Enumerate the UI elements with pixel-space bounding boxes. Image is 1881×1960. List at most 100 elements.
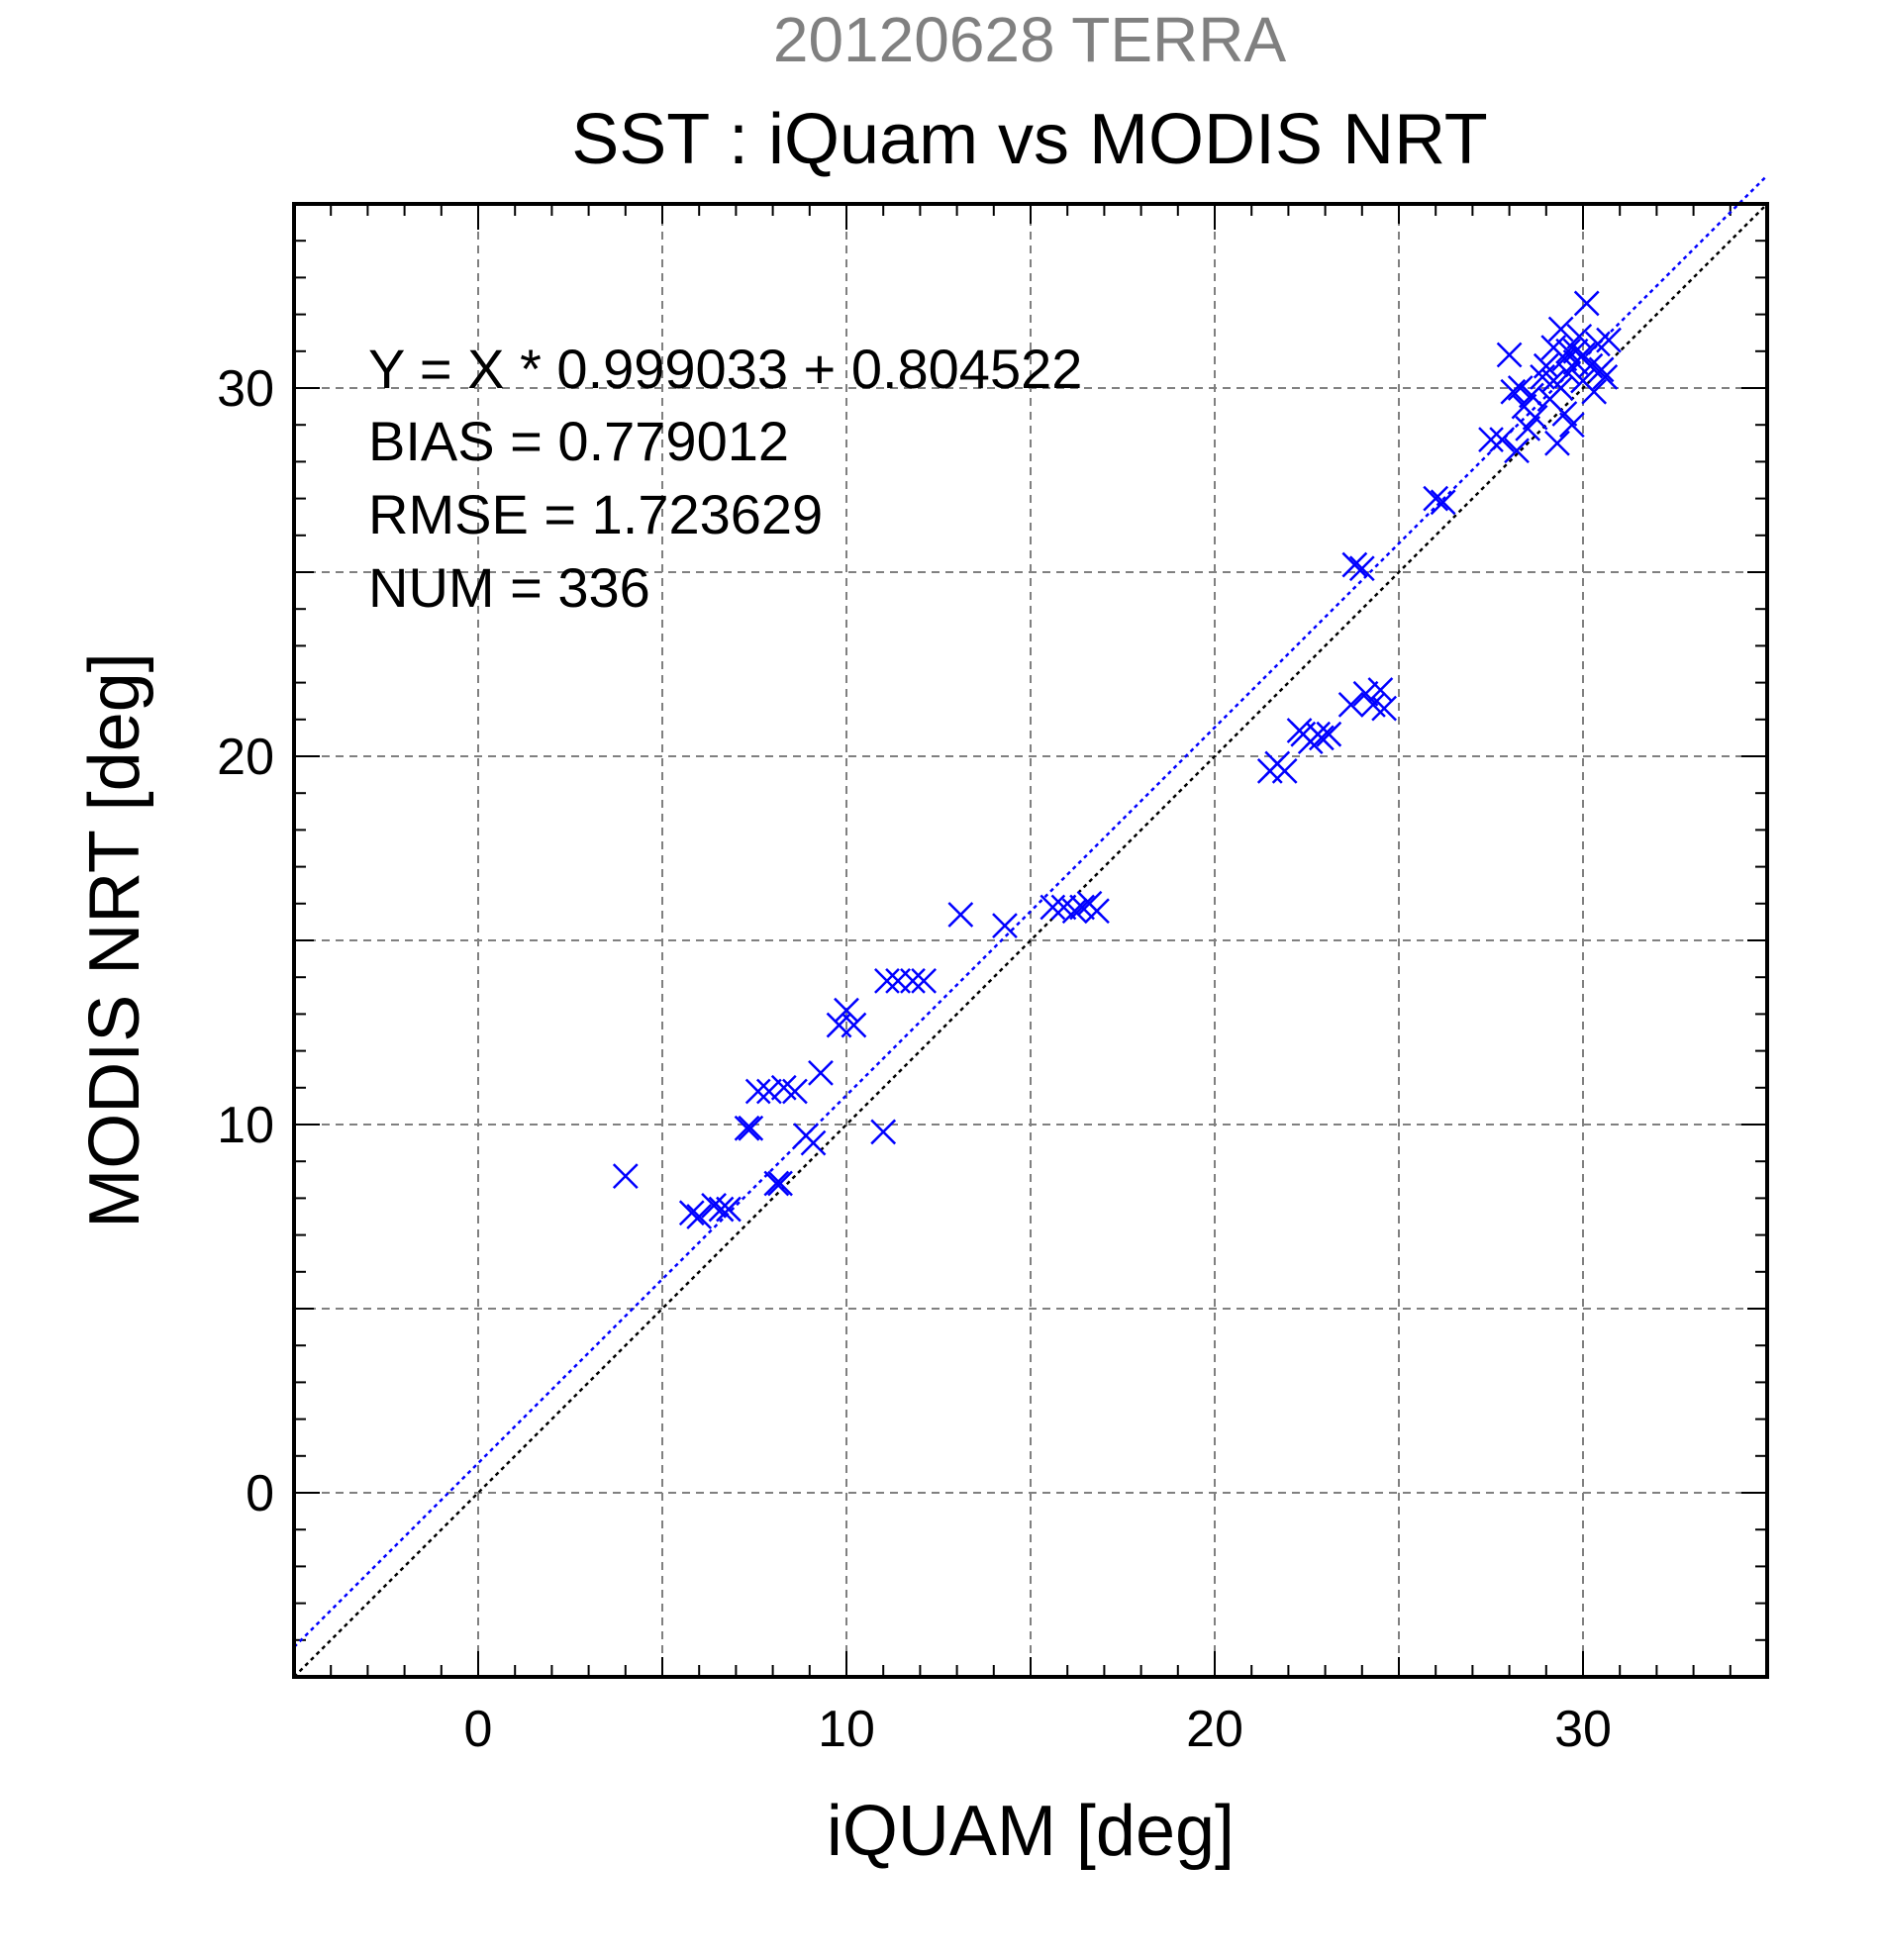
stats-num: NUM = 336	[368, 556, 650, 619]
data-point-stroke	[1069, 894, 1095, 921]
stats-bias: BIAS = 0.779012	[368, 410, 789, 472]
data-point-stroke	[1337, 692, 1364, 718]
data-point-stroke	[911, 968, 938, 994]
data-point	[1496, 342, 1523, 368]
data-point-stroke	[870, 1119, 897, 1145]
data-point	[1061, 898, 1088, 925]
data-point	[686, 1204, 713, 1229]
data-point	[1596, 327, 1622, 353]
data-point	[1581, 378, 1608, 405]
data-point	[1500, 378, 1527, 405]
plot-frame	[292, 202, 1769, 1679]
data-point-stroke	[947, 902, 974, 928]
data-point-stroke	[716, 1196, 742, 1223]
data-point-stroke	[1522, 404, 1548, 431]
data-point	[1348, 555, 1375, 582]
data-point	[1271, 757, 1298, 784]
data-point-stroke	[755, 1078, 782, 1105]
data-point	[767, 1170, 793, 1197]
y-tick-label: 0	[246, 1465, 274, 1522]
data-point	[841, 1012, 867, 1038]
data-point-stroke	[874, 968, 900, 994]
data-point	[1588, 356, 1615, 383]
data-point	[1084, 898, 1110, 925]
data-point	[1533, 352, 1559, 379]
y-tick-label: 10	[217, 1097, 274, 1154]
data-point-stroke	[767, 1170, 793, 1197]
data-point-stroke	[1515, 416, 1541, 441]
data-point-stroke	[1423, 485, 1449, 512]
data-point-stroke	[1316, 721, 1342, 747]
data-points	[612, 290, 1622, 1229]
data-point-stroke	[1533, 352, 1559, 379]
data-point-stroke	[1348, 555, 1375, 582]
data-point	[900, 968, 926, 994]
data-point-stroke	[708, 1196, 735, 1223]
data-point	[1547, 316, 1574, 343]
data-point	[947, 902, 974, 928]
data-point-stroke	[1562, 338, 1589, 364]
data-point-stroke	[763, 1170, 790, 1197]
y-tick-label: 20	[217, 729, 274, 786]
grid	[294, 204, 1767, 1677]
stats-rmse: RMSE = 1.723629	[368, 483, 823, 545]
data-point	[1573, 290, 1600, 317]
data-point	[678, 1200, 705, 1226]
data-point	[870, 1119, 897, 1145]
data-point	[755, 1078, 782, 1105]
data-point-stroke	[1555, 360, 1582, 387]
data-point-stroke	[1551, 345, 1578, 372]
data-point	[1522, 404, 1548, 431]
x-axis-label: iQUAM [deg]	[827, 1792, 1235, 1871]
data-point-stroke	[1551, 401, 1578, 427]
data-point	[1489, 427, 1516, 452]
x-tick-label: 10	[818, 1701, 875, 1758]
data-point-stroke	[701, 1192, 727, 1219]
stats-box: Y = X * 0.999033 + 0.804522 BIAS = 0.779…	[368, 338, 1082, 619]
data-point	[1478, 427, 1504, 452]
data-point-stroke	[1061, 898, 1088, 925]
data-point	[612, 1163, 639, 1189]
data-point	[716, 1196, 742, 1223]
data-point-stroke	[770, 1074, 797, 1101]
data-point-stroke	[782, 1078, 808, 1105]
data-point-stroke	[992, 913, 1018, 939]
data-point-stroke	[1430, 489, 1456, 516]
data-point	[1540, 367, 1567, 394]
data-point-stroke	[1050, 894, 1077, 921]
data-point-stroke	[834, 997, 859, 1024]
data-point	[885, 968, 911, 994]
stats-equation: Y = X * 0.999033 + 0.804522	[368, 338, 1082, 400]
data-point	[1430, 489, 1456, 516]
data-point-stroke	[1040, 894, 1066, 921]
data-point	[808, 1060, 834, 1086]
y-tick-labels: 0 10 20 30	[217, 360, 274, 1522]
x-tick-label: 0	[464, 1701, 493, 1758]
data-point-stroke	[1489, 427, 1516, 452]
data-point	[1308, 725, 1335, 751]
chart-title: SST : iQuam vs MODIS NRT	[571, 100, 1488, 179]
data-point	[708, 1196, 735, 1223]
data-point	[1352, 680, 1379, 707]
data-point	[1551, 345, 1578, 372]
data-point	[744, 1078, 771, 1105]
data-point	[738, 1115, 764, 1141]
data-point	[1504, 438, 1530, 464]
data-point	[834, 997, 859, 1024]
data-point-stroke	[808, 1060, 834, 1086]
data-point	[763, 1170, 790, 1197]
data-point	[1566, 324, 1593, 349]
data-point-stroke	[1581, 378, 1608, 405]
data-point-stroke	[1570, 342, 1596, 368]
data-point-stroke	[738, 1115, 764, 1141]
data-point-stroke	[1308, 725, 1335, 751]
data-point-stroke	[1360, 692, 1386, 718]
data-point	[701, 1192, 727, 1219]
data-point-stroke	[1588, 356, 1615, 383]
data-point-stroke	[686, 1204, 713, 1229]
data-point	[911, 968, 938, 994]
data-point-stroke	[1352, 680, 1379, 707]
data-point-stroke	[1271, 757, 1298, 784]
data-point-stroke	[1478, 427, 1504, 452]
